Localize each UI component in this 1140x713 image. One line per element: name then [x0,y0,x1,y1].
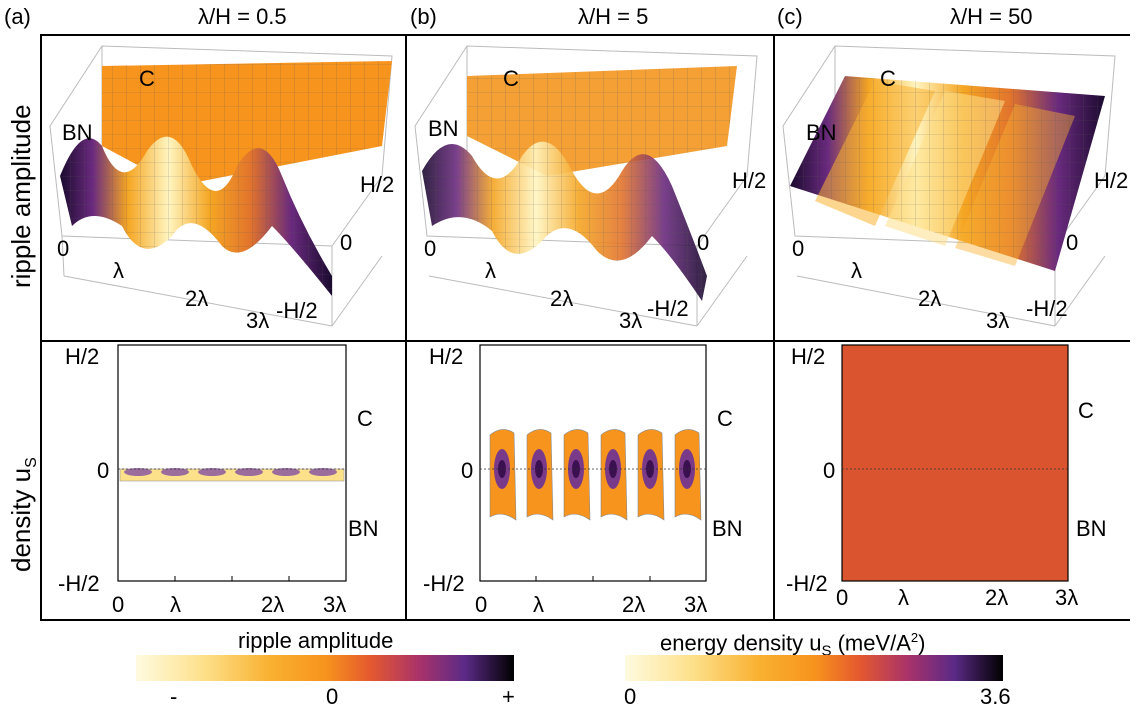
surface-b-x-2lambda: 2λ [550,286,574,311]
panel-b-tag: (b) [410,4,437,29]
surface-b-c-label: C [503,66,519,91]
density-b-x2: 2λ [622,592,646,617]
ripple-colorbar [136,655,514,681]
surface-c-y-neg: -H/2 [1026,296,1068,321]
ripple-colorbar-mid: 0 [326,684,339,709]
density-a-y-top: H/2 [65,344,100,369]
surface-plot-a [49,45,393,327]
density-c-x3: 3λ [1055,585,1079,610]
surface-plot-b [414,45,758,327]
panel-c-title: λ/H = 50 [950,4,1033,29]
panel-b-title: λ/H = 5 [578,4,649,29]
density-a-x1: λ [170,592,181,617]
surface-a-y-neg: -H/2 [276,298,318,323]
energy-colorbar-max: 3.6 [980,684,1011,709]
density-plot-a [117,344,347,582]
energy-colorbar-title: energy density uS (meV/A2) [660,630,925,660]
panel-c-tag: (c) [777,4,803,29]
row-label-top: ripple amplitude [6,104,36,288]
frame-divider-1 [405,34,407,621]
ripple-colorbar-title: ripple amplitude [238,628,394,653]
density-b-y-mid: 0 [461,458,474,483]
frame-bottom-line [40,619,1130,621]
density-c-y-mid: 0 [823,458,836,483]
surface-a-x-2lambda: 2λ [185,286,209,311]
energy-title-end: ) [918,630,926,656]
surface-b-x0: 0 [424,236,437,261]
row-label-bottom: density uS [6,457,41,572]
energy-colorbar [625,655,1003,681]
surface-b-y-neg: -H/2 [647,296,689,321]
density-b-y-top: H/2 [429,344,464,369]
surface-a-y-half: H/2 [360,172,395,197]
frame-divider-2 [773,34,775,621]
density-c-x1: λ [898,585,909,610]
surface-c-x0: 0 [792,236,805,261]
energy-title-main: energy density u [660,630,822,656]
surface-c-y-zero: 0 [1066,230,1079,255]
density-b-x0: 0 [475,592,488,617]
density-b-bn-label: BN [712,516,743,541]
density-a-bn-label: BN [348,516,379,541]
surface-a-bn-label: BN [62,120,93,145]
row-label-bottom-sub: S [23,457,41,468]
surface-a-c-label: C [139,66,155,91]
frame-left-line [40,34,42,621]
surface-plot-c [782,45,1116,327]
panel-a-tag: (a) [4,4,31,29]
surface-b-x-lambda: λ [485,258,496,283]
density-b-x3: 3λ [684,592,708,617]
frame-top-line [40,34,1130,36]
surface-a-y-zero: 0 [340,230,353,255]
ripple-colorbar-min: - [170,684,178,709]
density-a-y-mid: 0 [97,458,110,483]
density-a-x2: 2λ [261,592,285,617]
surface-b-bn-label: BN [428,116,459,141]
surface-c-x-2lambda: 2λ [918,286,942,311]
density-c-x2: 2λ [985,585,1009,610]
density-c-y-bot: -H/2 [786,571,828,596]
energy-title-sup: 2 [910,630,919,645]
density-a-x3: 3λ [323,592,347,617]
row-label-bottom-main: density u [6,467,36,572]
frame-middle-line [40,340,1130,342]
density-b-x1: λ [533,592,544,617]
surface-a-x0: 0 [57,236,70,261]
density-c-y-top: H/2 [791,344,826,369]
surface-b-y-half: H/2 [732,168,767,193]
density-b-c-label: C [717,406,733,431]
energy-title-sub: S [821,642,832,660]
energy-title-unit: (meV/A [831,630,911,656]
surface-c-c-label: C [880,66,896,91]
density-c-x0: 0 [836,585,849,610]
density-a-c-label: C [357,406,373,431]
density-c-c-label: C [1078,398,1094,423]
density-a-y-bot: -H/2 [58,571,100,596]
surface-c-y-half: H/2 [1094,168,1129,193]
surface-c-x-lambda: λ [851,258,862,283]
density-plot-c [841,344,1069,582]
ripple-colorbar-max: + [502,684,515,709]
density-plot-b [479,344,707,582]
surface-a-x-lambda: λ [113,258,124,283]
surface-c-bn-label: BN [806,120,837,145]
density-b-y-bot: -H/2 [423,571,465,596]
energy-colorbar-min: 0 [624,684,637,709]
surface-b-x-3lambda: 3λ [619,308,643,333]
surface-b-y-zero: 0 [697,230,710,255]
density-c-bn-label: BN [1076,516,1107,541]
surface-a-x-3lambda: 3λ [246,308,270,333]
surface-c-x-3lambda: 3λ [986,308,1010,333]
density-a-x0: 0 [112,592,125,617]
panel-a-title: λ/H = 0.5 [198,4,287,29]
